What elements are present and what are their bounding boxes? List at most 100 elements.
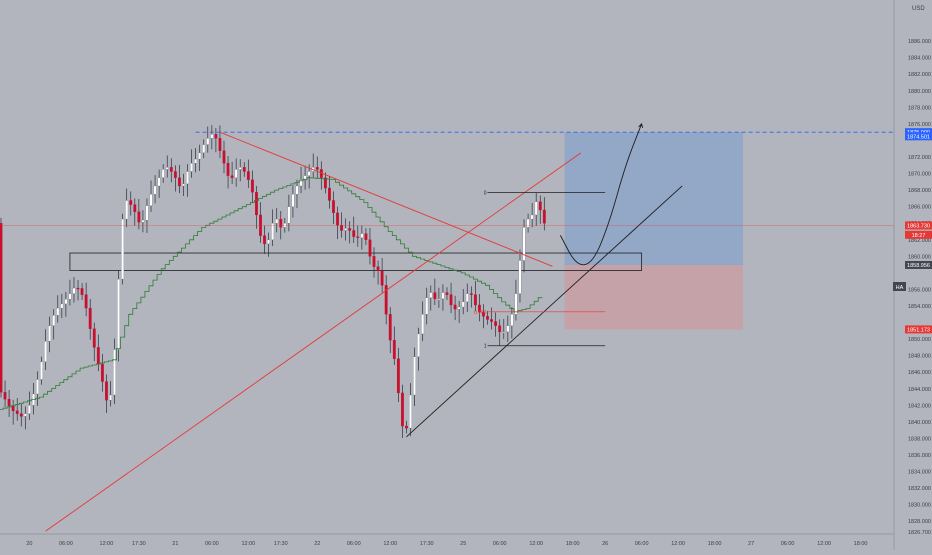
price-ticks: 1886.000 1884.000 1882.000 1880.000 1878.000…	[908, 39, 931, 536]
price-tag[interactable]	[905, 230, 932, 239]
candle-down	[7, 398, 11, 407]
time-tick-label: 20	[26, 541, 32, 547]
resistance-trendline[interactable]	[45, 152, 582, 532]
price-tag[interactable]	[905, 132, 932, 141]
price-tick-label: 1882.000	[908, 72, 931, 78]
candle-down	[323, 177, 327, 189]
price-tag[interactable]	[905, 221, 932, 230]
candle-up	[190, 163, 193, 172]
candle-down	[230, 175, 234, 178]
price-tag[interactable]	[905, 260, 932, 269]
time-axis[interactable]	[0, 534, 894, 550]
candle-down	[88, 307, 92, 329]
candle-down	[0, 223, 3, 393]
candle-up	[457, 306, 461, 310]
candle-up	[234, 169, 238, 178]
price-tick-label: 1886.000	[908, 39, 931, 45]
price-tick-label: 1840.000	[908, 420, 931, 426]
candle-down	[384, 285, 388, 315]
candle-down	[542, 209, 546, 224]
candle-down	[315, 167, 319, 170]
candle-down	[177, 177, 181, 187]
time-tick-label: 22	[314, 541, 320, 547]
resistance-trendline[interactable]	[219, 131, 553, 267]
candle-up	[303, 175, 307, 180]
candle-up	[36, 379, 39, 395]
time-tick-label: 18:00	[566, 541, 580, 547]
candle-up	[68, 293, 72, 300]
time-tick-label: 18:00	[854, 541, 868, 547]
candle-up	[40, 361, 43, 380]
candle-up	[113, 349, 116, 396]
time-tick-label: 12:00	[529, 541, 543, 547]
candle-down	[392, 340, 396, 359]
candle-down	[92, 328, 96, 348]
time-tick-label: 27	[748, 541, 754, 547]
candle-down	[376, 266, 380, 271]
candle-down	[263, 235, 266, 245]
candle-up	[52, 315, 56, 326]
candle-down	[445, 292, 449, 295]
candle-down	[137, 211, 141, 223]
candle-down	[469, 293, 473, 295]
candle-up	[518, 260, 522, 294]
candle-down	[19, 413, 23, 417]
price-tag[interactable]	[905, 325, 932, 334]
candle-up	[534, 201, 538, 216]
support-trendline[interactable]	[406, 185, 683, 438]
candle-up	[23, 413, 27, 417]
price-tick-label: 1860.000	[908, 254, 931, 260]
price-tick-label: 1844.000	[908, 387, 931, 393]
time-tick-label: 12:00	[817, 541, 831, 547]
candle-up	[409, 394, 412, 429]
candle-up	[109, 394, 112, 401]
support-resistance-box[interactable]	[69, 252, 643, 271]
candle-down	[364, 233, 368, 240]
candle-up	[360, 233, 364, 238]
candle-up	[506, 325, 510, 333]
candle-up	[421, 314, 425, 335]
long-stop-zone[interactable]	[564, 264, 743, 330]
candle-up	[182, 183, 185, 187]
candle-down	[222, 150, 226, 164]
candles	[0, 125, 546, 438]
candle-down	[494, 321, 498, 326]
candle-up	[417, 333, 421, 357]
candle-up	[117, 278, 120, 350]
candle-down	[246, 171, 250, 180]
candle-up	[526, 218, 530, 228]
candle-down	[478, 304, 481, 313]
price-tick-label: 1884.000	[908, 56, 931, 62]
candle-down	[356, 236, 360, 238]
candle-down	[218, 138, 222, 151]
price-tick-label: 1854.000	[908, 304, 931, 310]
candle-down	[368, 239, 372, 257]
indicator-badge[interactable]: HA	[893, 282, 906, 291]
price-axis[interactable]	[894, 0, 932, 550]
candle-up	[161, 169, 165, 178]
time-tick-label: 06:00	[781, 541, 795, 547]
candle-up	[465, 293, 469, 303]
price-tag-label: 18:27	[912, 233, 926, 239]
time-tick-label: 17:30	[274, 541, 288, 547]
candle-up	[72, 287, 76, 294]
candle-down	[214, 134, 218, 139]
price-tag[interactable]	[905, 128, 932, 137]
candle-up	[44, 341, 48, 363]
candle-up	[267, 239, 271, 245]
price-tick-label: 1856.000	[908, 287, 931, 293]
price-tick-label: 1842.000	[908, 403, 931, 409]
projection-curve[interactable]	[560, 123, 643, 266]
candle-down	[76, 287, 80, 290]
price-tag-label: 1874.501	[907, 134, 930, 140]
candle-down	[405, 425, 408, 429]
time-ticks: 20 06:00 12:00 17:30 21 06:00 12:00 17:30 22 06:0…	[26, 541, 867, 547]
long-target-zone[interactable]	[564, 132, 743, 265]
candle-up	[145, 205, 149, 221]
time-tick-label: 12:00	[100, 541, 114, 547]
candle-down	[80, 288, 84, 295]
fib-level-label: 1	[484, 344, 487, 350]
candle-down	[173, 171, 177, 178]
candle-up	[437, 298, 441, 300]
